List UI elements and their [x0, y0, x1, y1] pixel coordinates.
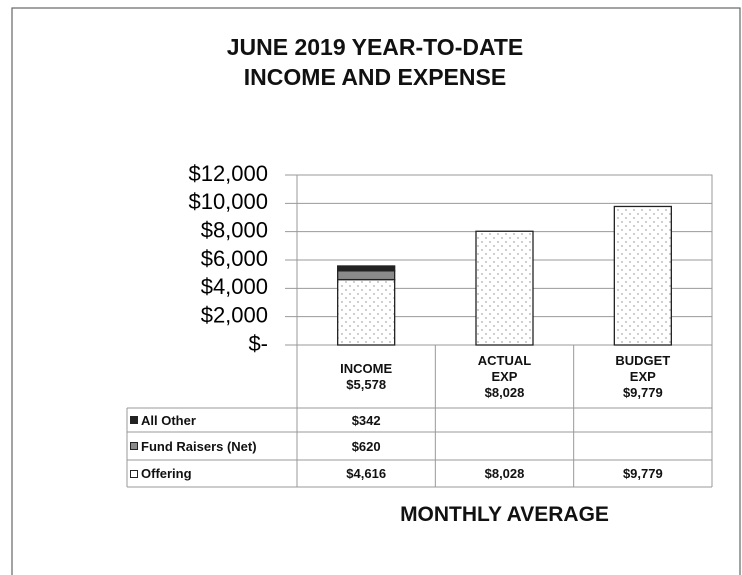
legend-label: All Other	[141, 412, 196, 428]
y-tick-label: $8,000	[201, 217, 268, 242]
table-value	[435, 408, 573, 432]
y-tick-label: $10,000	[188, 189, 268, 214]
legend-entry: All Other	[127, 408, 297, 432]
category-label: INCOME	[340, 360, 393, 376]
y-tick-label: $6,000	[201, 246, 268, 271]
category-label: ACTUAL EXP	[477, 352, 532, 384]
frame	[11, 7, 741, 575]
chart-title: JUNE 2019 YEAR-TO-DATE INCOME AND EXPENS…	[100, 32, 650, 92]
legend-label: Fund Raisers (Net)	[141, 438, 257, 454]
category-cell: INCOME $5,578	[297, 345, 435, 408]
y-tick-label: $12,000	[188, 161, 268, 186]
bar-segment	[613, 205, 672, 346]
title-line: JUNE 2019 YEAR-TO-DATE	[226, 34, 524, 60]
table-value	[574, 408, 712, 432]
category-cell: BUDGET EXP $9,779	[574, 345, 712, 408]
bar-segment	[475, 230, 534, 346]
table-value: $620	[351, 438, 381, 454]
category-cell: ACTUAL EXP $8,028	[435, 345, 573, 408]
bar-segment	[337, 265, 396, 272]
legend-entry: Fund Raisers (Net)	[127, 432, 297, 460]
category-total: $9,779	[622, 384, 663, 400]
category-total: $8,028	[484, 384, 525, 400]
title-line: INCOME AND EXPENSE	[243, 64, 507, 90]
legend-entry: Offering	[127, 460, 297, 487]
table-value: $9,779	[622, 466, 663, 481]
table-value	[435, 432, 573, 460]
legend-swatch	[130, 416, 138, 424]
y-tick-label: $4,000	[201, 274, 268, 299]
legend-swatch	[130, 442, 138, 450]
category-total: $5,578	[346, 376, 387, 392]
y-tick-label: $-	[248, 331, 268, 356]
y-tick-label: $2,000	[201, 302, 268, 327]
bar-segment	[337, 278, 396, 346]
legend-swatch	[130, 469, 138, 478]
table-value: $8,028	[484, 466, 525, 481]
x-axis-label: MONTHLY AVERAGE	[400, 503, 609, 526]
legend-label: Offering	[141, 466, 192, 481]
table-value: $4,616	[346, 466, 387, 481]
category-label: BUDGET EXP	[615, 352, 671, 384]
table-value: $342	[351, 412, 381, 428]
table-value	[574, 432, 712, 460]
bar-segment	[337, 270, 396, 281]
